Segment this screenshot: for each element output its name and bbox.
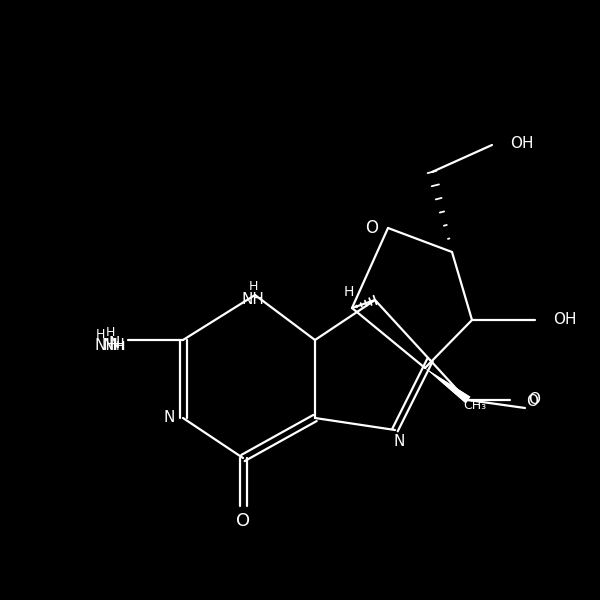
Text: N: N	[163, 410, 175, 425]
Text: OH: OH	[510, 136, 533, 151]
Text: O: O	[365, 219, 379, 237]
Polygon shape	[425, 368, 470, 403]
Text: H: H	[343, 285, 353, 299]
Text: NH: NH	[102, 338, 125, 353]
Text: H: H	[116, 340, 125, 353]
Polygon shape	[425, 368, 470, 403]
Text: N: N	[109, 335, 120, 350]
Text: H: H	[106, 325, 115, 338]
Text: NH: NH	[242, 292, 265, 307]
Text: O: O	[528, 392, 540, 407]
Text: NH: NH	[95, 337, 118, 352]
Text: O: O	[526, 395, 538, 409]
Text: OH: OH	[553, 313, 577, 328]
Text: CH₃: CH₃	[463, 399, 487, 412]
Text: H: H	[95, 328, 104, 340]
Text: H: H	[248, 280, 257, 293]
Text: O: O	[236, 512, 250, 530]
Text: N: N	[394, 434, 404, 449]
